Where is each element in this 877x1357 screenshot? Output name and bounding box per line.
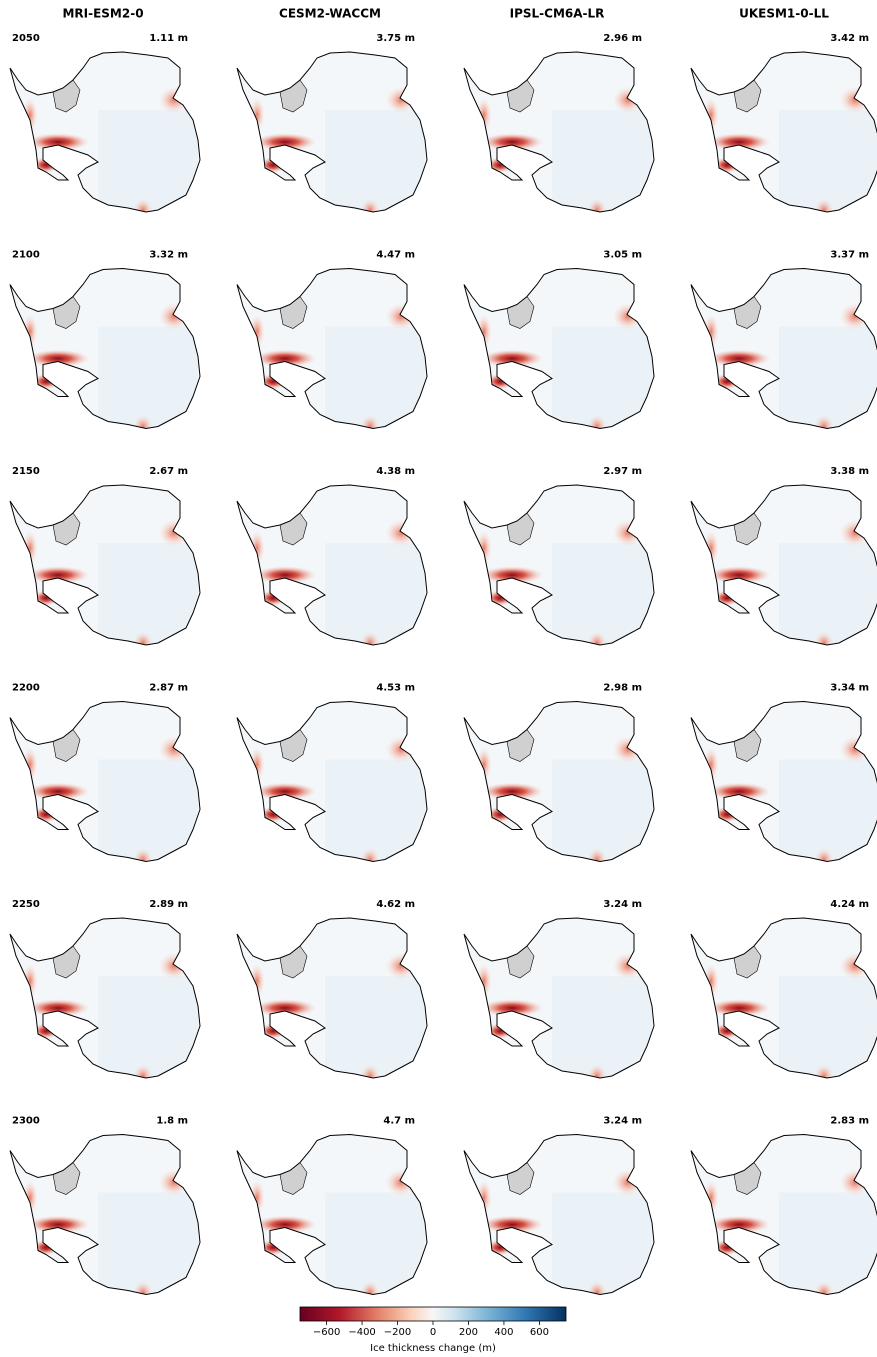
sea-level-label: 3.24 m xyxy=(603,899,642,910)
sea-level-label: 3.32 m xyxy=(149,250,188,261)
year-label: 2150 xyxy=(12,466,40,477)
column-title: IPSL-CM6A-LR xyxy=(510,7,605,21)
map xyxy=(235,267,435,439)
map xyxy=(8,916,208,1088)
sea-level-label: 3.38 m xyxy=(830,466,869,477)
year-label: 2200 xyxy=(12,683,40,694)
sea-level-label: 1.8 m xyxy=(156,1116,188,1127)
map xyxy=(462,1133,662,1305)
sea-level-label: 2.98 m xyxy=(603,683,642,694)
sea-level-label: 2.97 m xyxy=(603,466,642,477)
sea-level-label: 4.47 m xyxy=(376,250,415,261)
map xyxy=(8,50,208,222)
colorbar-tick-label: 0 xyxy=(430,1327,436,1338)
sea-level-label: 2.83 m xyxy=(830,1116,869,1127)
map xyxy=(235,1133,435,1305)
sea-level-label: 4.62 m xyxy=(376,899,415,910)
map xyxy=(462,700,662,872)
sea-level-label: 4.24 m xyxy=(830,899,869,910)
sea-level-label: 2.89 m xyxy=(149,899,188,910)
map xyxy=(235,483,435,655)
column-title: UKESM1-0-LL xyxy=(739,7,829,21)
map xyxy=(689,700,877,872)
year-label: 2250 xyxy=(12,899,40,910)
map xyxy=(462,916,662,1088)
sea-level-label: 3.34 m xyxy=(830,683,869,694)
sea-level-label: 3.05 m xyxy=(603,250,642,261)
year-label: 2300 xyxy=(12,1116,40,1127)
sea-level-label: 4.38 m xyxy=(376,466,415,477)
sea-level-label: 1.11 m xyxy=(149,33,188,44)
map xyxy=(235,50,435,222)
map xyxy=(8,700,208,872)
map xyxy=(689,1133,877,1305)
map xyxy=(8,267,208,439)
sea-level-label: 3.42 m xyxy=(830,33,869,44)
colorbar-tick-label: −200 xyxy=(384,1327,411,1338)
map xyxy=(8,1133,208,1305)
map xyxy=(235,700,435,872)
sea-level-label: 3.24 m xyxy=(603,1116,642,1127)
map xyxy=(8,483,208,655)
colorbar-label: Ice thickness change (m) xyxy=(370,1343,496,1354)
sea-level-label: 2.67 m xyxy=(149,466,188,477)
colorbar-tick-label: 600 xyxy=(530,1327,549,1338)
map xyxy=(689,916,877,1088)
map xyxy=(689,483,877,655)
colorbar xyxy=(300,1307,566,1321)
page: {"columns": ["MRI-ESM2-0", "CESM2-WACCM"… xyxy=(0,0,877,1357)
colorbar-tick-label: −600 xyxy=(313,1327,340,1338)
map xyxy=(462,483,662,655)
sea-level-label: 2.87 m xyxy=(149,683,188,694)
map xyxy=(462,50,662,222)
map xyxy=(462,267,662,439)
map xyxy=(689,267,877,439)
column-title: CESM2-WACCM xyxy=(279,7,381,21)
year-label: 2100 xyxy=(12,250,40,261)
sea-level-label: 3.37 m xyxy=(830,250,869,261)
colorbar-tick-label: 400 xyxy=(494,1327,513,1338)
map xyxy=(235,916,435,1088)
sea-level-label: 4.7 m xyxy=(383,1116,415,1127)
sea-level-label: 2.96 m xyxy=(603,33,642,44)
year-label: 2050 xyxy=(12,33,40,44)
sea-level-label: 4.53 m xyxy=(376,683,415,694)
colorbar-tick-label: 200 xyxy=(459,1327,478,1338)
map xyxy=(689,50,877,222)
column-title: MRI-ESM2-0 xyxy=(62,7,143,21)
sea-level-label: 3.75 m xyxy=(376,33,415,44)
colorbar-tick-label: −400 xyxy=(348,1327,375,1338)
figure: MRI-ESM2-0 CESM2-WACCM IPSL-CM6A-LR UKESM1-… xyxy=(0,0,877,1357)
